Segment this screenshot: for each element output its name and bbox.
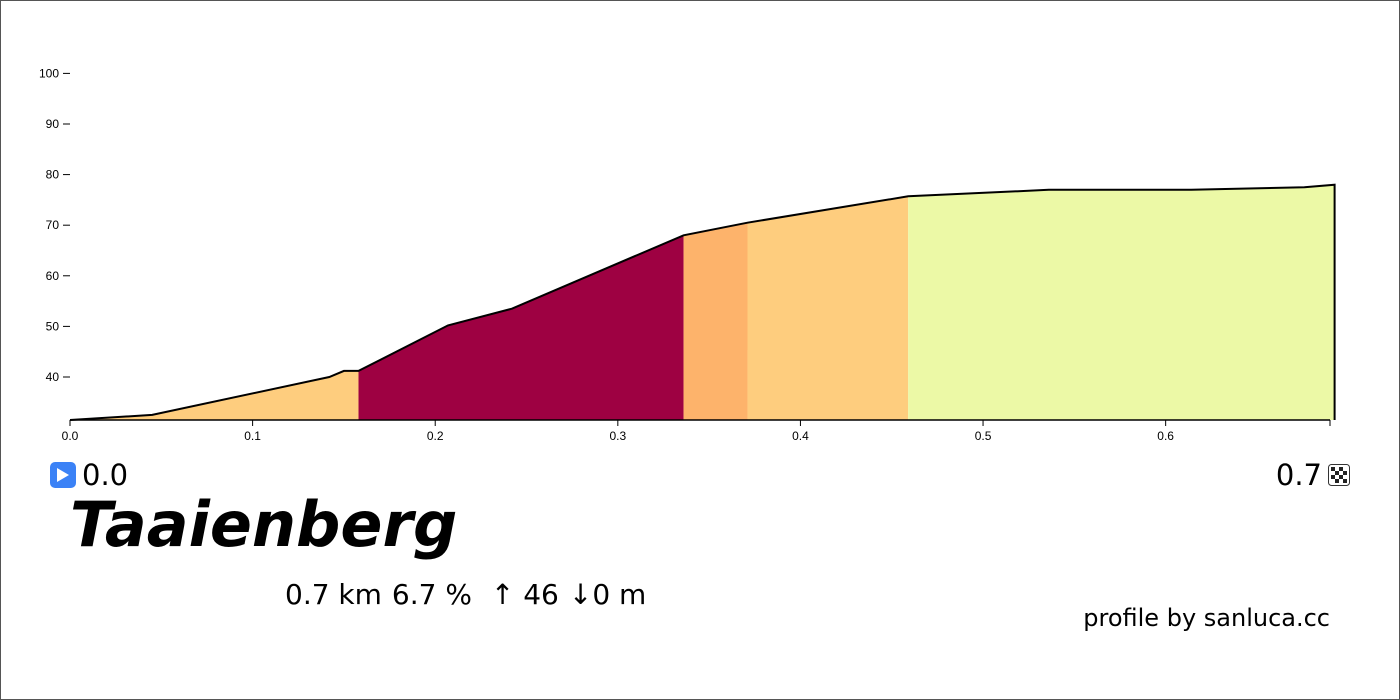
gradient-segment-4 xyxy=(747,196,909,420)
climb-stats: 0.7 km 6.7 % ↑ 46 ↓0 m xyxy=(285,578,656,611)
end-marker: 0.7 xyxy=(1276,458,1350,492)
climb-descent: ↓0 m xyxy=(568,578,647,611)
y-tick-label: 80 xyxy=(46,168,60,182)
climb-name: Taaienberg xyxy=(70,488,458,561)
y-tick-label: 100 xyxy=(39,66,59,80)
y-tick-label: 40 xyxy=(46,370,60,384)
credit: profile by sanluca.cc xyxy=(1083,604,1330,632)
gradient-segments xyxy=(70,184,1335,420)
gradient-segment-5 xyxy=(908,184,1335,420)
checkered-flag-icon xyxy=(1328,464,1350,486)
elevation-profile-chart: 0.0 0.1 0.2 0.3 0.4 0.5 0.6 40 50 60 70 80 90 100 xyxy=(39,66,1336,443)
climb-gradient: 6.7 % xyxy=(391,578,472,611)
x-tick-label: 0.1 xyxy=(244,429,261,443)
x-tick-label: 0.3 xyxy=(609,429,626,443)
start-distance: 0.0 xyxy=(82,458,129,492)
x-tick-label: 0.4 xyxy=(792,429,809,443)
gradient-segment-2 xyxy=(358,235,684,420)
climb-ascent: ↑ 46 xyxy=(490,578,559,611)
y-tick-label: 90 xyxy=(46,117,60,131)
end-distance: 0.7 xyxy=(1275,458,1322,492)
y-tick-label: 50 xyxy=(46,319,60,333)
x-tick-label: 0.0 xyxy=(62,429,79,443)
x-tick-label: 0.6 xyxy=(1157,429,1174,443)
gradient-segment-1 xyxy=(70,370,359,420)
axes: 0.0 0.1 0.2 0.3 0.4 0.5 0.6 40 50 60 70 80 90 100 xyxy=(39,66,1331,443)
x-tick-label: 0.5 xyxy=(975,429,992,443)
climb-distance: 0.7 km xyxy=(285,578,382,611)
x-tick-label: 0.2 xyxy=(427,429,444,443)
y-tick-label: 70 xyxy=(46,218,60,232)
play-icon xyxy=(50,462,76,488)
y-tick-label: 60 xyxy=(46,269,60,283)
profile-outline xyxy=(69,183,1336,421)
start-marker: 0.0 xyxy=(50,458,128,492)
gradient-segment-3 xyxy=(683,222,748,420)
